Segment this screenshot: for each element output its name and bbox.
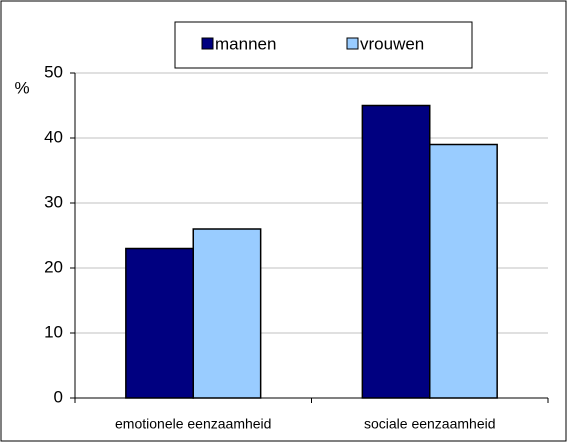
legend-label: vrouwen bbox=[360, 34, 424, 53]
y-tick-label: 0 bbox=[54, 387, 63, 406]
y-tick-label: 20 bbox=[44, 257, 63, 276]
bar bbox=[361, 104, 431, 399]
bar bbox=[192, 228, 262, 399]
x-tick-label: emotionele eenzaamheid bbox=[115, 416, 271, 432]
y-axis-label: % bbox=[14, 78, 29, 97]
y-tick-label: 50 bbox=[44, 62, 63, 81]
y-tick-label: 30 bbox=[44, 192, 63, 211]
bar bbox=[429, 143, 498, 399]
legend-swatch bbox=[346, 37, 359, 50]
y-tick-label: 10 bbox=[44, 322, 63, 341]
legend-swatch bbox=[201, 37, 214, 50]
legend-label: mannen bbox=[215, 34, 276, 53]
bar bbox=[125, 247, 194, 399]
y-tick-label: 40 bbox=[44, 127, 63, 146]
legend bbox=[174, 21, 473, 69]
x-tick-label: sociale eenzaamheid bbox=[364, 416, 496, 432]
